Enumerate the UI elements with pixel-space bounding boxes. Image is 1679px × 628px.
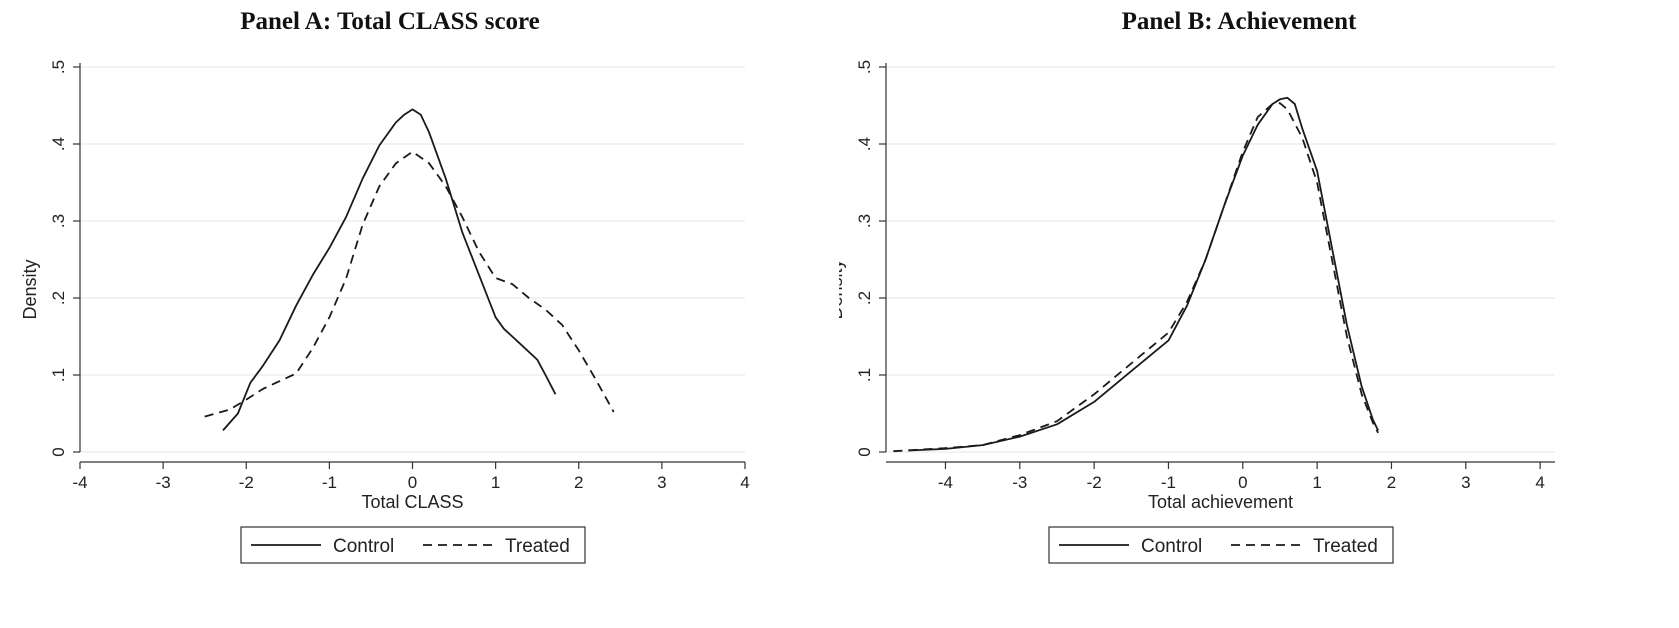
panel-b-x-tick-label: 0 <box>1238 473 1247 492</box>
panel-a-x-tick-label: -1 <box>322 473 337 492</box>
panel-a-x-axis-title: Total CLASS <box>361 492 463 512</box>
panel-a-x-tick-label: -4 <box>72 473 87 492</box>
panel-b-series-treated <box>893 102 1379 453</box>
panel-a-series-control <box>222 108 557 431</box>
panel-b-x-tick-label: -3 <box>1012 473 1027 492</box>
panel-b-y-axis-title: Density <box>839 259 846 319</box>
panel-a-x-tick-label: 4 <box>740 473 749 492</box>
panel-a: Panel A: Total CLASS score 0 .1 .2 .3 .4 .5 -4… <box>0 0 780 628</box>
panel-a-x-tick-label: -2 <box>239 473 254 492</box>
panel-a-y-tick-label: .2 <box>49 291 68 305</box>
panel-b-chart: 0 .1 .2 .3 .4 .5 -4 -3 -2 -1 0 1 2 3 4 Total achievemen… <box>839 60 1555 564</box>
panel-b-y-tick-label: 0 <box>855 447 874 456</box>
panel-b-y-tick-label: .1 <box>855 368 874 382</box>
panel-b-x-tick-label: 4 <box>1535 473 1544 492</box>
panel-a-x-tick-label: 0 <box>408 473 417 492</box>
panel-a-y-tick-label: .1 <box>49 368 68 382</box>
panel-a-y-tick-label: .4 <box>49 137 68 151</box>
panel-b-x-tick-label: 3 <box>1461 473 1470 492</box>
panel-a-title: Panel A: Total CLASS score <box>240 8 540 35</box>
panel-b-x-tick-label: -1 <box>1161 473 1176 492</box>
panel-b-x-tick-label: 1 <box>1312 473 1321 492</box>
panel-a-x-tick-label: 2 <box>574 473 583 492</box>
panel-a-chart: 0 .1 .2 .3 .4 .5 -4 -3 -2 -1 0 1 2 3 4 Total CLASS Densi… <box>20 60 750 564</box>
panel-a-series-treated <box>204 150 615 418</box>
panel-b-y-tick-label: .5 <box>855 60 874 74</box>
panel-b-legend-label-treated: Treated <box>1313 536 1378 557</box>
panel-a-y-tick-label: .5 <box>49 60 68 74</box>
panel-b: Panel B: Achievement 0 .1 .2 .3 .4 .5 -4 -3 -2 -1… <box>839 0 1639 628</box>
panel-b-series-control <box>908 96 1379 452</box>
panel-a-y-tick-label: .3 <box>49 214 68 228</box>
panel-a-legend-label-treated: Treated <box>505 536 570 557</box>
panel-a-x-tick-label: -3 <box>156 473 171 492</box>
panel-a-y-axis-title: Density <box>20 259 40 319</box>
panel-a-legend-label-control: Control <box>333 536 394 557</box>
panel-b-y-tick-label: .3 <box>855 214 874 228</box>
panel-a-y-tick-label: 0 <box>49 447 68 456</box>
panel-b-y-tick-label: .2 <box>855 291 874 305</box>
panel-b-x-axis-title: Total achievement <box>1148 492 1293 512</box>
panel-b-y-tick-label: .4 <box>855 137 874 151</box>
panel-b-title: Panel B: Achievement <box>1121 8 1357 35</box>
panel-b-legend-label-control: Control <box>1141 536 1202 557</box>
panel-a-x-tick-label: 3 <box>657 473 666 492</box>
panel-a-x-tick-label: 1 <box>491 473 500 492</box>
panel-b-x-tick-label: 2 <box>1387 473 1396 492</box>
panel-b-x-tick-label: -2 <box>1087 473 1102 492</box>
panel-b-x-tick-label: -4 <box>938 473 953 492</box>
